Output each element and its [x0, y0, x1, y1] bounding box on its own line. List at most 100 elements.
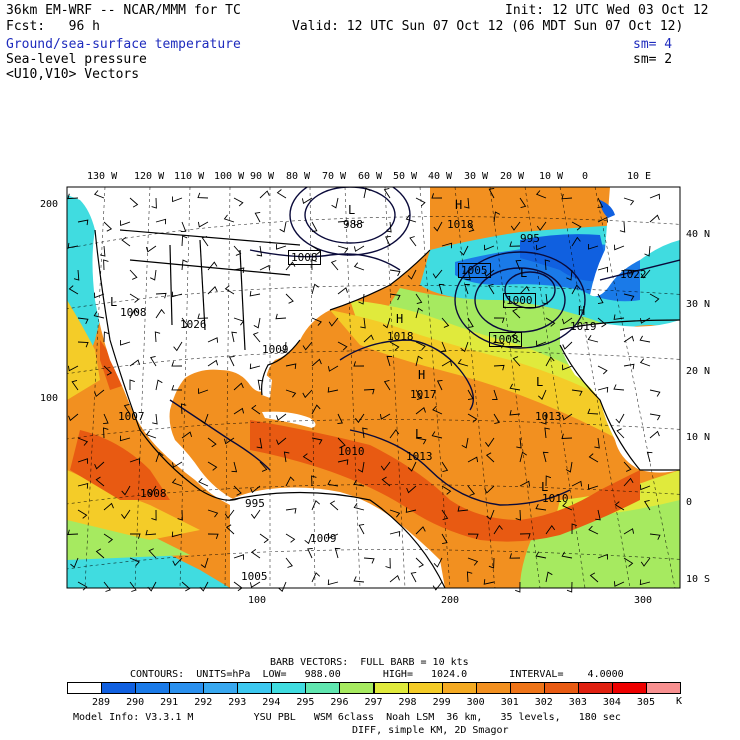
wind-barb: [588, 525, 599, 535]
wind-barb: [354, 220, 365, 226]
latitude-label: 30 N: [686, 299, 711, 310]
wind-barb: [329, 500, 339, 511]
wind-barb: [311, 283, 320, 295]
wind-barb: [180, 221, 187, 232]
diffusion-info: DIFF, simple KM, 2D Smagor: [352, 725, 509, 736]
wind-barb: [233, 407, 245, 415]
barb-legend: BARB VECTORS: FULL BARB = 10 kts: [270, 657, 469, 668]
wind-barb: [463, 197, 470, 209]
pressure-label: 1019: [570, 320, 597, 333]
wind-barb: [171, 531, 183, 538]
wind-barb: [71, 379, 79, 391]
wind-barb: [223, 214, 235, 223]
wind-barb: [337, 287, 348, 295]
longitude-label: 120 W: [134, 171, 165, 182]
wind-barb: [223, 437, 235, 445]
wind-barb: [304, 533, 313, 545]
pressure-label: 1008: [140, 487, 167, 500]
colorbar-swatch: [135, 682, 171, 694]
wind-barb: [285, 261, 296, 271]
wind-barb: [649, 430, 660, 439]
wind-barb: [256, 245, 263, 257]
wind-barb: [561, 317, 573, 325]
wind-barb: [389, 269, 401, 277]
high-pressure-center: H: [396, 312, 404, 326]
wind-barb: [433, 221, 443, 232]
wind-barb: [353, 262, 365, 271]
wind-barb: [67, 193, 79, 200]
pressure-label: 1010: [338, 445, 365, 458]
wind-barb: [485, 452, 495, 463]
wind-barb: [362, 427, 368, 439]
wind-barb: [597, 266, 609, 273]
wind-barb: [485, 437, 495, 448]
wind-barb: [438, 283, 445, 295]
wind-barb: [233, 581, 243, 592]
latitude-label: 10 N: [686, 432, 711, 443]
latitude-label: 10 S: [686, 574, 711, 585]
wind-barb: [589, 572, 599, 583]
longitude-label: 100 W: [214, 171, 245, 182]
wind-barb: [639, 335, 651, 343]
colorbar-swatch: [169, 682, 205, 694]
wind-barb: [280, 341, 287, 353]
wind-barb: [171, 385, 183, 391]
pressure-label: 1000: [503, 293, 536, 308]
colorbar-swatch: [271, 682, 307, 694]
wind-barb: [181, 581, 191, 592]
wind-barb: [649, 413, 661, 421]
wind-barb: [467, 485, 476, 496]
wind-barb: [311, 358, 322, 367]
wind-barb: [311, 317, 322, 326]
wind-barb: [311, 259, 317, 271]
wind-barb: [509, 409, 521, 416]
wind-barb: [597, 365, 608, 375]
wind-barb: [640, 269, 651, 279]
colorbar-swatch: [339, 682, 375, 694]
wind-barb: [233, 197, 244, 207]
field-1-smoothing: sm= 4: [633, 37, 673, 52]
wind-barb: [207, 359, 219, 367]
colorbar-label: 296: [330, 697, 349, 708]
colorbar-label: 294: [262, 697, 281, 708]
wind-barb: [254, 211, 261, 223]
wind-barb: [327, 387, 339, 393]
wind-barb: [145, 430, 157, 439]
wind-barb: [565, 461, 573, 473]
wind-barb: [649, 214, 660, 223]
wind-barb: [103, 259, 109, 271]
left-grid-label-100: 100: [40, 393, 59, 404]
wind-barb: [623, 557, 634, 567]
wind-barb: [643, 499, 651, 511]
wind-barb: [129, 379, 135, 390]
wind-barb: [121, 485, 131, 496]
wind-barb: [129, 581, 137, 592]
wind-barb: [484, 485, 495, 494]
pressure-label: 988: [343, 218, 363, 231]
wind-barb: [440, 341, 447, 353]
colorbar-swatch: [543, 682, 579, 694]
wind-barb: [640, 484, 651, 491]
wind-barb: [259, 190, 270, 199]
colorbar-swatch: [475, 682, 511, 694]
wind-barb: [103, 427, 109, 439]
wind-barb: [197, 313, 209, 319]
wind-barb: [311, 475, 317, 487]
wind-barb: [181, 235, 188, 247]
wind-barb: [415, 557, 424, 568]
wind-barb: [77, 483, 89, 489]
wind-barb: [129, 269, 138, 280]
colorbar-label: 299: [432, 697, 451, 708]
wind-barb: [562, 501, 573, 511]
wind-barb: [541, 414, 547, 425]
wind-barb: [537, 389, 547, 400]
wind-barb: [285, 533, 296, 543]
wind-barb: [233, 267, 245, 274]
wind-barb: [566, 269, 573, 281]
wind-barb: [327, 479, 339, 487]
pressure-label: 995: [245, 497, 265, 510]
valid-time: Valid: 12 UTC Sun 07 Oct 12 (06 MDT Sun …: [292, 19, 684, 34]
wind-barb: [619, 221, 626, 233]
pressure-label: 1009: [310, 532, 337, 545]
wind-barb: [207, 509, 219, 518]
